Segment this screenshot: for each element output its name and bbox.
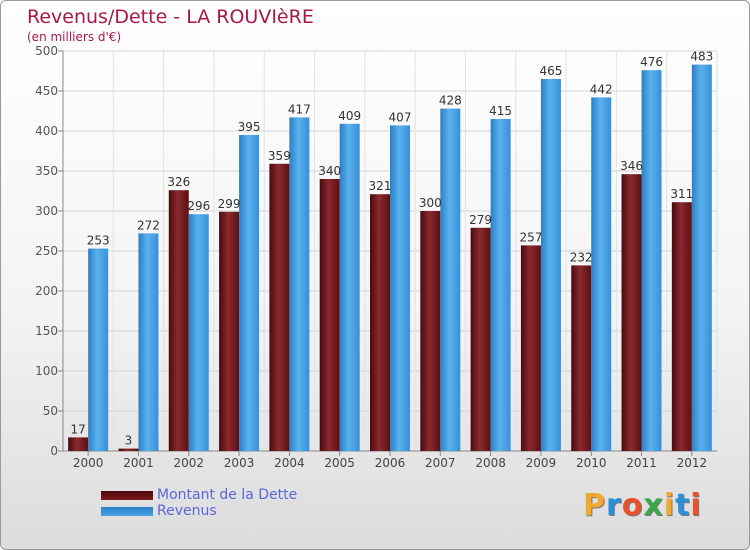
data-label-revenue: 428 [439,94,462,108]
y-tick-label: 400 [35,124,58,138]
x-tick-label: 2010 [576,456,607,470]
data-label-revenue: 409 [338,109,361,123]
data-label-revenue: 417 [288,102,311,116]
data-label-revenue: 465 [539,64,562,78]
y-tick-label: 50 [43,404,58,418]
bar-revenue [490,119,511,451]
x-tick-label: 2001 [123,456,154,470]
logo-letter: P [583,488,606,523]
x-tick-label: 2000 [73,456,104,470]
data-label-debt: 300 [419,196,442,210]
x-tick-label: 2005 [324,456,355,470]
bar-revenue [641,70,662,451]
bar-revenue [339,123,360,452]
y-tick-label: 350 [35,164,58,178]
bar-revenue [88,248,109,451]
bar-debt [370,194,390,451]
y-tick-label: 150 [35,324,58,338]
bar-revenue [239,135,260,451]
data-label-debt: 299 [218,197,241,211]
bar-revenue [691,64,712,451]
data-label-revenue: 395 [238,120,261,134]
legend-label-debt: Montant de la Dette [157,487,298,503]
data-label-debt: 321 [369,179,392,193]
bar-debt [520,245,541,451]
bar-debt [319,179,340,451]
logo-letter: i [663,488,676,523]
bar-revenue [188,214,209,451]
bar-debt [470,227,491,451]
bar-debt [420,211,441,451]
legend-item-revenue: Revenus [101,503,297,519]
bar-revenue [540,79,561,451]
bar-debt [68,437,89,451]
chart-subtitle: (en milliers d'€) [27,30,122,44]
bar-debt [219,211,240,451]
x-tick-label: 2007 [425,456,456,470]
legend-label-revenue: Revenus [157,503,217,519]
proxiti-logo: Proxiti [583,488,702,523]
data-label-debt: 346 [620,159,643,173]
bar-debt [671,202,692,451]
logo-letter: r [606,488,622,523]
data-label-revenue: 442 [590,82,613,96]
bar-debt [621,174,642,451]
logo-letter: x [643,488,664,523]
chart-title: Revenus/Dette - LA ROUVIèRE [27,6,314,28]
y-tick-label: 250 [35,244,58,258]
data-label-revenue: 483 [690,50,713,64]
y-tick-label: 500 [35,44,58,58]
y-tick-label: 0 [50,444,58,458]
data-label-debt: 17 [71,422,86,436]
data-label-debt: 326 [167,175,190,189]
x-tick-label: 2004 [274,456,305,470]
x-tick-label: 2006 [375,456,406,470]
data-labels: 17 253 3 272 326 296 299 395 359 417 340 409 321 407 3… [71,50,714,448]
bar-revenue [440,108,461,451]
data-label-revenue: 415 [489,104,512,118]
legend-item-debt: Montant de la Dette [101,487,297,503]
axes: 0 50 100 150 200 250 300 350 400 450 500 2000 2001 20… [35,44,717,470]
logo-letter: o [621,488,644,523]
logo-letter: t [675,488,691,523]
y-tick-label: 300 [35,204,58,218]
x-tick-label: 2009 [526,456,557,470]
logo-letter: i [690,488,702,523]
data-label-debt: 3 [125,434,133,448]
data-label-revenue: 407 [389,110,412,124]
bar-debt [269,163,290,452]
bar-revenue [390,125,410,452]
x-tick-label: 2012 [677,456,708,470]
data-label-revenue: 272 [137,218,160,232]
data-label-debt: 257 [519,230,542,244]
x-tick-label: 2002 [173,456,204,470]
y-tick-label: 200 [35,284,58,298]
bar-revenue [138,233,159,451]
data-label-debt: 279 [469,213,492,227]
x-tick-label: 2003 [224,456,255,470]
data-label-revenue: 296 [187,199,210,213]
bar-debt [571,265,592,451]
bar-debt [168,190,189,451]
data-label-debt: 340 [318,164,341,178]
y-tick-label: 450 [35,84,58,98]
bars [68,64,712,452]
data-label-revenue: 476 [640,55,663,69]
bar-revenue [591,97,612,452]
legend-swatch-revenue [101,506,153,516]
data-label-debt: 359 [268,149,291,163]
bar-revenue [289,117,310,452]
bar-debt [118,448,139,451]
data-label-revenue: 253 [87,234,110,248]
data-label-debt: 232 [570,250,593,264]
legend: Montant de la Dette Revenus [101,487,297,519]
x-tick-label: 2011 [626,456,657,470]
data-label-debt: 311 [670,187,693,201]
x-tick-label: 2008 [475,456,506,470]
y-tick-label: 100 [35,364,58,378]
legend-swatch-debt [101,490,153,500]
